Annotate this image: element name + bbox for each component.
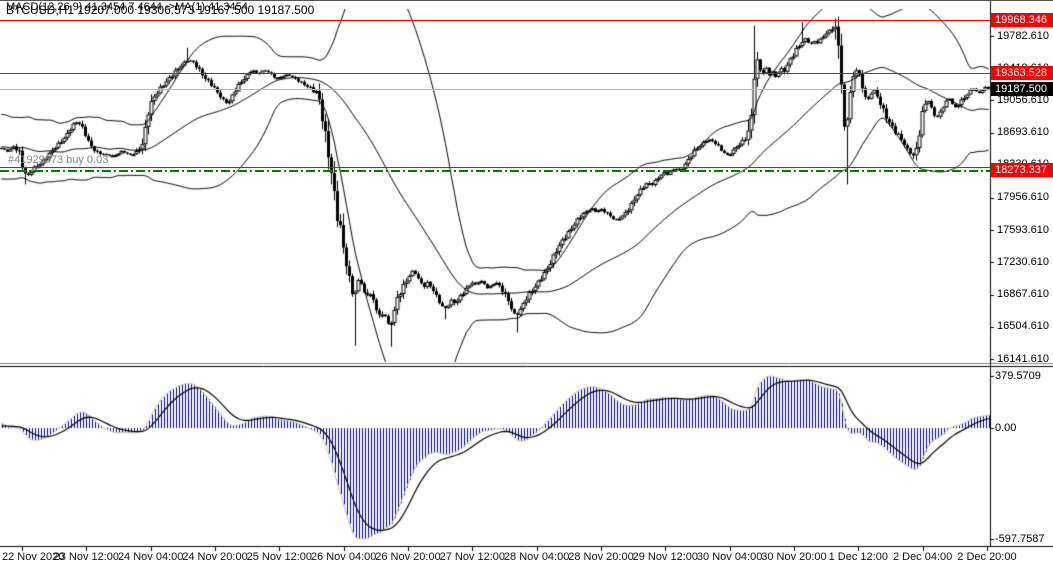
price-level-line[interactable]: [0, 167, 990, 168]
time-axis-label: 28 Nov 04:00: [503, 551, 570, 563]
price-tick-label: 18693.610: [997, 126, 1049, 139]
time-axis-label: 28 Nov 20:00: [568, 551, 634, 563]
price-tick-label: 19056.610: [997, 93, 1049, 106]
macd-axis-max: 379.5709: [995, 370, 1041, 382]
price-tick-label: 19782.610: [997, 29, 1049, 42]
price-tick-label: 17593.610: [997, 223, 1049, 236]
macd-axis-zero: 0.00: [995, 422, 1017, 435]
current-price-line: [0, 89, 990, 90]
time-axis-label: 22 Nov 2020: [2, 551, 65, 563]
position-entry-line[interactable]: [0, 170, 990, 172]
price-tick-label: 16504.610: [997, 320, 1049, 333]
time-axis-label: 25 Nov 12:00: [246, 551, 313, 563]
price-level-line[interactable]: [0, 73, 990, 74]
time-axis-label: 24 Nov 20:00: [182, 551, 248, 563]
trade-position-label[interactable]: #41929673 buy 0.03: [8, 153, 109, 166]
price-tick-label: 16867.610: [997, 288, 1049, 301]
price-level-line[interactable]: [0, 20, 990, 21]
time-axis-label: 30 Nov 20:00: [761, 551, 827, 563]
macd-indicator-label: MACD(12,26,9) 41.3454 7.4644 ->MA(1) 41.…: [6, 1, 248, 13]
time-axis-label: 26 Nov 04:00: [310, 551, 377, 563]
time-axis-label: 2 Dec 20:00: [957, 551, 1017, 563]
chart-title: BTCUSD,H1 19207.000 19306.573 19167.500 …: [6, 3, 315, 17]
time-axis-label: 1 Dec 12:00: [828, 551, 888, 563]
time-axis-label: 30 Nov 04:00: [696, 551, 763, 563]
macd-axis-min: -597.7587: [995, 533, 1045, 545]
time-axis-label: 23 Nov 12:00: [53, 551, 120, 563]
price-tick-label: 16141.610: [997, 352, 1049, 365]
price-level-badge: 18273.337: [991, 162, 1053, 177]
time-axis-label: 27 Nov 12:00: [439, 551, 506, 563]
time-axis-label: 24 Nov 04:00: [117, 551, 184, 563]
price-tick-label: 17230.610: [997, 255, 1049, 268]
price-level-badge: 19968.346: [991, 12, 1053, 27]
time-axis-label: 2 Dec 04:00: [892, 551, 953, 563]
price-level-badge: 19363.528: [991, 66, 1053, 81]
time-axis-label: 26 Nov 20:00: [375, 551, 441, 563]
price-tick-label: 17956.610: [997, 191, 1049, 204]
current-price-badge: 19187.500: [991, 81, 1053, 96]
time-axis-label: 29 Nov 12:00: [632, 551, 699, 563]
